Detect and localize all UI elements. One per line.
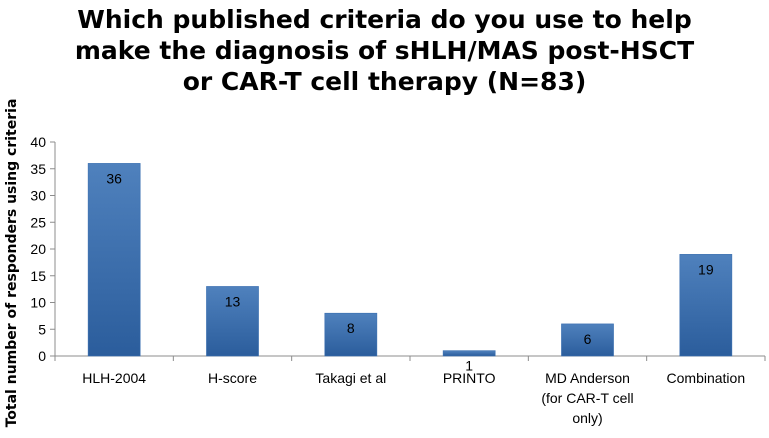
- x-tick-label: Takagi et al: [315, 370, 386, 386]
- x-tick-label: PRINTO: [443, 370, 496, 386]
- chart-title-line-3: or CAR-T cell therapy (N=83): [182, 67, 587, 96]
- data-label: 8: [347, 320, 355, 336]
- bar: [442, 350, 496, 357]
- y-tick-label: 10: [30, 295, 46, 311]
- data-label: 6: [584, 331, 592, 347]
- x-tick-label: Combination: [667, 370, 746, 386]
- y-tick-label: 5: [38, 321, 46, 337]
- chart-title-line-2: make the diagnosis of sHLH/MAS post-HSCT: [74, 36, 695, 65]
- data-label: 13: [225, 293, 241, 309]
- y-tick-label: 40: [30, 134, 46, 150]
- y-tick-label: 25: [30, 214, 46, 230]
- bar: [679, 254, 733, 357]
- y-tick-label: 0: [38, 348, 46, 364]
- x-tick-label: HLH-2004: [82, 370, 146, 386]
- y-tick-label: 20: [30, 241, 46, 257]
- bar: [206, 286, 259, 357]
- chart-title-line-1: Which published criteria do you use to h…: [77, 5, 692, 34]
- x-tick-label: H-score: [208, 370, 257, 386]
- bar: [87, 163, 141, 357]
- chart-title: Which published criteria do you use to h…: [0, 4, 769, 97]
- data-label: 1: [465, 358, 473, 374]
- data-label: 36: [106, 170, 122, 186]
- y-tick-label: 15: [30, 268, 46, 284]
- y-tick-label: 35: [30, 161, 46, 177]
- data-label: 19: [698, 261, 714, 277]
- y-tick-label: 30: [30, 188, 46, 204]
- x-tick-label: MD Anderson (for CAR-T cell only): [541, 370, 633, 426]
- bar: [561, 323, 614, 357]
- bar: [324, 312, 378, 357]
